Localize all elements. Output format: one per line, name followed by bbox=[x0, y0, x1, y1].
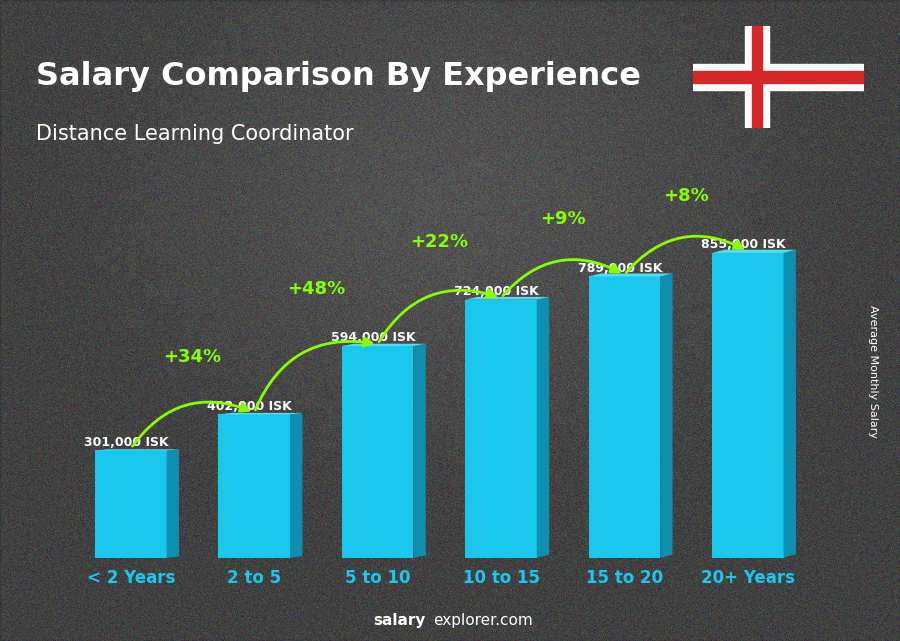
Polygon shape bbox=[589, 276, 661, 558]
Text: 789,000 ISK: 789,000 ISK bbox=[578, 262, 662, 274]
Bar bbox=[693, 71, 864, 83]
Polygon shape bbox=[712, 253, 784, 558]
Text: 594,000 ISK: 594,000 ISK bbox=[331, 331, 416, 344]
Text: +22%: +22% bbox=[410, 233, 468, 251]
Polygon shape bbox=[166, 449, 179, 558]
Text: explorer.com: explorer.com bbox=[433, 613, 533, 628]
Polygon shape bbox=[784, 250, 796, 558]
Text: +9%: +9% bbox=[540, 210, 586, 228]
Polygon shape bbox=[465, 297, 549, 299]
Polygon shape bbox=[536, 297, 549, 558]
Polygon shape bbox=[465, 299, 536, 558]
Text: +48%: +48% bbox=[287, 279, 345, 297]
Text: Average Monthly Salary: Average Monthly Salary bbox=[868, 305, 878, 438]
Polygon shape bbox=[342, 346, 413, 558]
Text: +8%: +8% bbox=[663, 187, 709, 204]
Text: 301,000 ISK: 301,000 ISK bbox=[84, 435, 168, 449]
Polygon shape bbox=[413, 344, 426, 558]
Text: 855,000 ISK: 855,000 ISK bbox=[701, 238, 786, 251]
Polygon shape bbox=[342, 344, 426, 346]
Polygon shape bbox=[95, 451, 166, 558]
Text: salary: salary bbox=[374, 613, 426, 628]
Text: Distance Learning Coordinator: Distance Learning Coordinator bbox=[36, 124, 354, 144]
Bar bbox=[693, 64, 864, 90]
Polygon shape bbox=[290, 413, 302, 558]
Bar bbox=[745, 26, 769, 128]
Text: Salary Comparison By Experience: Salary Comparison By Experience bbox=[36, 61, 641, 92]
Polygon shape bbox=[219, 414, 290, 558]
Polygon shape bbox=[219, 413, 302, 414]
Text: +34%: +34% bbox=[164, 348, 221, 366]
Bar bbox=[752, 26, 762, 128]
Polygon shape bbox=[661, 274, 672, 558]
Polygon shape bbox=[712, 250, 796, 253]
Polygon shape bbox=[95, 449, 179, 451]
Text: 724,000 ISK: 724,000 ISK bbox=[454, 285, 539, 298]
Polygon shape bbox=[589, 274, 672, 276]
Text: 402,000 ISK: 402,000 ISK bbox=[207, 399, 292, 413]
